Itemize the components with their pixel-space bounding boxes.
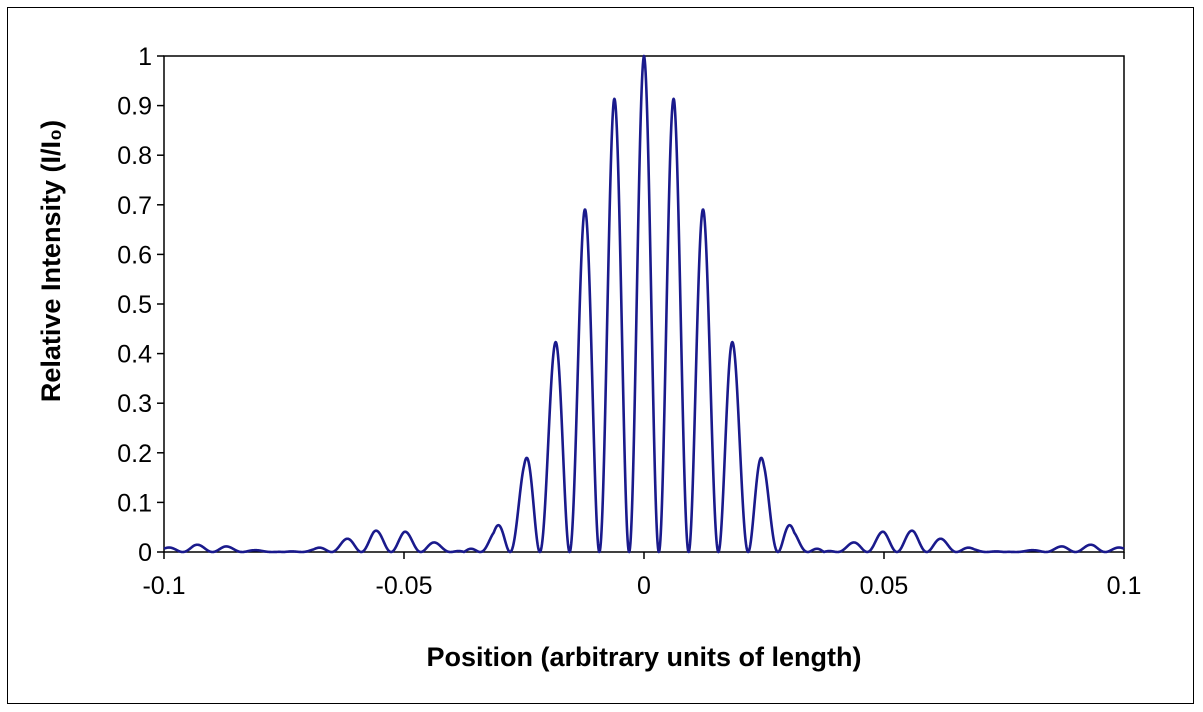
x-tick-label: 0.05: [860, 572, 909, 600]
y-tick-label: 0.2: [117, 440, 152, 468]
chart-frame: 0 0.1 0.2 0.3 0.4 0.5 0.6 0.7 0.8 0.9 1 -0.1 -0.05 0…: [7, 7, 1194, 704]
y-axis-title: Relative Intensity (I/I₀): [36, 120, 66, 402]
chart-svg: 0 0.1 0.2 0.3 0.4 0.5 0.6 0.7 0.8 0.9 1 -0.1 -0.05 0…: [36, 43, 1141, 672]
y-tick-label: 0.3: [117, 390, 152, 418]
y-tick-label: 0: [138, 539, 152, 567]
y-tick-label: 0.5: [117, 291, 152, 319]
y-tick-label: 0.8: [117, 142, 152, 170]
x-axis-ticks: -0.1 -0.05 0 0.05 0.1: [142, 552, 1141, 600]
series-line-0: [163, 54, 1125, 554]
y-tick-label: 1: [138, 43, 152, 71]
y-axis-ticks: 0 0.1 0.2 0.3 0.4 0.5 0.6 0.7 0.8 0.9 1: [117, 43, 164, 567]
x-tick-label: -0.05: [376, 572, 433, 600]
y-tick-label: 0.1: [117, 489, 152, 517]
plot-area: [163, 54, 1125, 554]
y-tick-label: 0.7: [117, 192, 152, 220]
y-tick-label: 0.6: [117, 241, 152, 269]
x-axis-title: Position (arbitrary units of length): [426, 642, 861, 672]
x-tick-label: 0: [637, 572, 651, 600]
x-tick-label: -0.1: [142, 572, 185, 600]
y-tick-label: 0.4: [117, 341, 152, 369]
plot-border: [163, 55, 1125, 553]
y-tick-label: 0.9: [117, 93, 152, 121]
x-tick-label: 0.1: [1107, 572, 1142, 600]
